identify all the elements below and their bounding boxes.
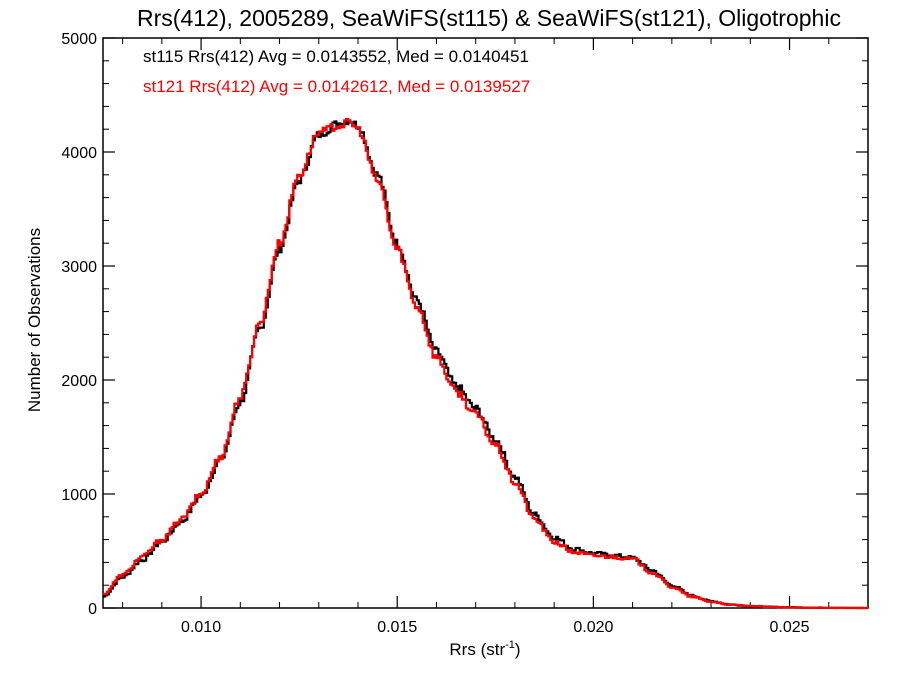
y-axis: 0 1000 2000 3000 4000 5000 [61, 31, 868, 618]
y-tick-label: 1000 [61, 487, 97, 504]
y-tick-label: 2000 [61, 373, 97, 390]
series-line-st121 [103, 118, 868, 610]
x-tick-label: 0.025 [770, 619, 810, 636]
legend-entry-st121: st121 Rrs(412) Avg = 0.0142612, Med = 0.… [143, 77, 530, 96]
y-tick-label: 5000 [61, 31, 97, 48]
x-axis-label: Rrs (str-1) [449, 639, 520, 659]
y-tick-label: 4000 [61, 145, 97, 162]
y-tick-label: 0 [88, 601, 97, 618]
x-axis: 0.010 0.015 0.020 0.025 [122, 38, 830, 636]
x-tick-label: 0.020 [573, 619, 613, 636]
chart-title: Rrs(412), 2005289, SeaWiFS(st115) & SeaW… [137, 5, 841, 31]
x-axis-label-end: ) [515, 640, 521, 659]
y-tick-label: 3000 [61, 259, 97, 276]
plot-frame [102, 37, 869, 609]
series-layer [103, 118, 868, 610]
x-tick-label: 0.010 [181, 619, 221, 636]
series-line-st115 [103, 120, 868, 610]
legend-entry-st115: st115 Rrs(412) Avg = 0.0143552, Med = 0.… [143, 47, 529, 66]
x-axis-label-main: Rrs (str [449, 640, 505, 659]
x-axis-label-superscript: -1 [505, 639, 515, 651]
x-tick-label: 0.015 [377, 619, 417, 636]
y-axis-label: Number of Observations [25, 228, 44, 412]
